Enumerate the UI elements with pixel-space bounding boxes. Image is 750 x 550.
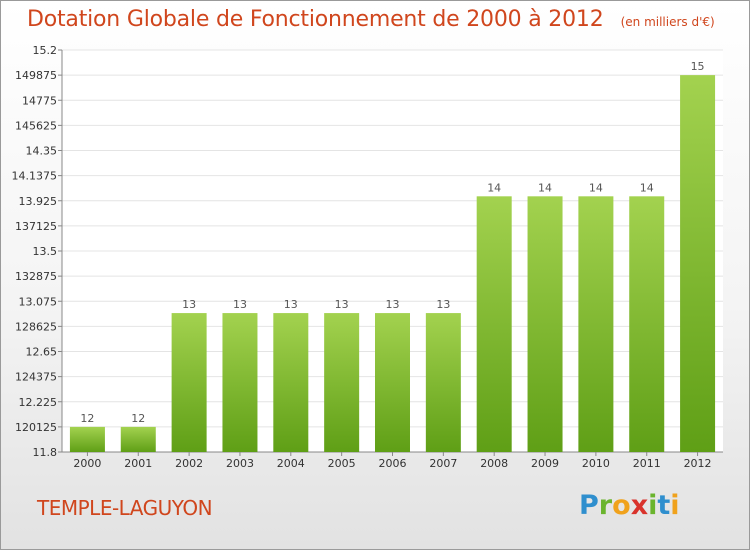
y-tick-label: 12.65 bbox=[26, 346, 58, 359]
y-tick-label: 149875 bbox=[15, 69, 57, 82]
x-tick-label: 2002 bbox=[175, 457, 203, 470]
bar bbox=[476, 196, 512, 452]
bar-value-label: 14 bbox=[538, 181, 552, 194]
x-tick-label: 2012 bbox=[684, 457, 712, 470]
logo-letter: o bbox=[612, 490, 631, 521]
x-tick-label: 2005 bbox=[328, 457, 356, 470]
bar bbox=[680, 75, 716, 452]
bar-value-label: 14 bbox=[640, 181, 654, 194]
bar-value-label: 13 bbox=[284, 298, 298, 311]
y-tick-label: 13.5 bbox=[33, 245, 58, 258]
chart-subtitle: (en milliers d'€) bbox=[620, 15, 715, 29]
bar bbox=[171, 313, 207, 452]
bar-value-label: 13 bbox=[436, 298, 450, 311]
bar-value-label: 13 bbox=[335, 298, 349, 311]
title-row: Dotation Globale de Fonctionnement de 20… bbox=[27, 7, 715, 32]
bar bbox=[425, 313, 461, 452]
x-tick-label: 2003 bbox=[226, 457, 254, 470]
x-tick-label: 2000 bbox=[73, 457, 101, 470]
bar bbox=[375, 313, 410, 452]
y-tick-label: 14775 bbox=[22, 94, 57, 107]
bar bbox=[273, 313, 309, 452]
logo-letter: P bbox=[579, 490, 599, 521]
y-tick-label: 11.8 bbox=[33, 446, 58, 459]
x-tick-label: 2008 bbox=[480, 457, 508, 470]
bar bbox=[578, 196, 614, 452]
y-tick-label: 13.075 bbox=[19, 295, 58, 308]
logo-letter: i bbox=[670, 490, 680, 521]
bar bbox=[222, 313, 258, 452]
bar bbox=[527, 196, 563, 452]
bar-value-label: 12 bbox=[131, 412, 145, 425]
bar bbox=[69, 426, 105, 452]
x-tick-label: 2011 bbox=[633, 457, 661, 470]
bar-value-label: 12 bbox=[80, 412, 94, 425]
logo-letter: t bbox=[657, 490, 671, 521]
logo-letter: x bbox=[630, 490, 649, 521]
y-tick-label: 128625 bbox=[15, 320, 57, 333]
x-tick-label: 2004 bbox=[277, 457, 305, 470]
bar bbox=[324, 313, 360, 452]
x-tick-label: 2010 bbox=[582, 457, 610, 470]
y-tick-label: 14.35 bbox=[26, 145, 58, 158]
x-tick-label: 2001 bbox=[124, 457, 152, 470]
y-tick-label: 14.1375 bbox=[12, 170, 58, 183]
y-tick-label: 15.2 bbox=[33, 44, 58, 57]
logo-letter: r bbox=[598, 490, 613, 521]
y-tick-label: 13.925 bbox=[19, 195, 58, 208]
bar-value-label: 14 bbox=[589, 181, 603, 194]
y-tick-label: 120125 bbox=[15, 421, 57, 434]
y-tick-label: 145625 bbox=[15, 119, 57, 132]
y-tick-label: 124375 bbox=[15, 371, 57, 384]
bar bbox=[629, 196, 665, 452]
x-tick-label: 2006 bbox=[379, 457, 407, 470]
chart-title: Dotation Globale de Fonctionnement de 20… bbox=[27, 7, 604, 32]
bar-value-label: 15 bbox=[691, 60, 705, 73]
commune-name: TEMPLE-LAGUYON bbox=[37, 496, 213, 520]
y-tick-label: 137125 bbox=[15, 220, 57, 233]
bar-value-label: 13 bbox=[182, 298, 196, 311]
x-tick-label: 2009 bbox=[531, 457, 559, 470]
y-tick-label: 12.225 bbox=[19, 396, 58, 409]
bar-value-label: 13 bbox=[386, 298, 400, 311]
logo-letter: i bbox=[648, 490, 658, 521]
x-tick-label: 2007 bbox=[429, 457, 457, 470]
proxiti-logo: Proxiti bbox=[579, 490, 680, 521]
y-tick-label: 132875 bbox=[15, 270, 57, 283]
bar-value-label: 13 bbox=[233, 298, 247, 311]
bar bbox=[120, 426, 156, 452]
bar-value-label: 14 bbox=[487, 181, 501, 194]
